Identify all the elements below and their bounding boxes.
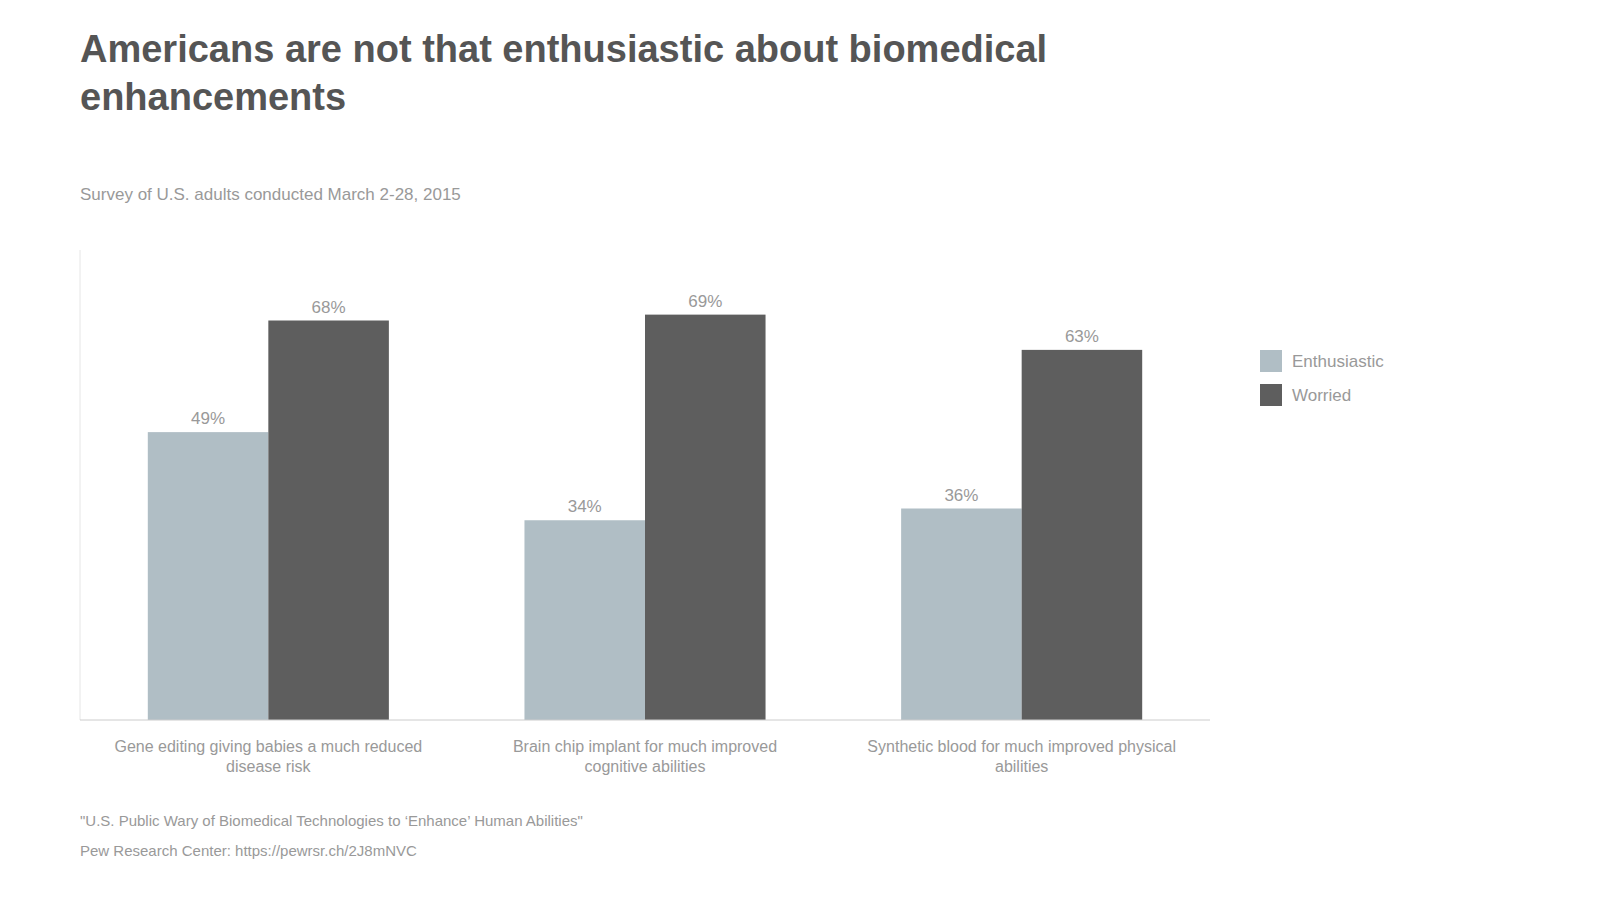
data-label: 34%	[568, 497, 602, 516]
bar	[268, 321, 389, 721]
subtitle: Survey of U.S. adults conducted March 2-…	[80, 185, 461, 204]
background	[0, 0, 1600, 900]
legend-label: Worried	[1292, 386, 1351, 405]
data-label: 68%	[312, 298, 346, 317]
text-line: Synthetic blood for much improved physic…	[867, 738, 1176, 755]
x-tick-label: Synthetic blood for much improved physic…	[867, 738, 1176, 775]
bar	[645, 315, 766, 720]
bar	[1022, 350, 1143, 720]
data-label: 49%	[191, 409, 225, 428]
legend-swatch	[1260, 384, 1282, 406]
text-line: cognitive abilities	[585, 758, 706, 775]
bar	[901, 509, 1022, 721]
x-tick-label: Gene editing giving babies a much reduce…	[114, 738, 422, 775]
legend: Enthusiastic Worried	[1260, 350, 1384, 406]
chart-svg: Americans are not that enthusiastic abou…	[0, 0, 1600, 900]
text-line: Brain chip implant for much improved	[513, 738, 777, 755]
data-label: 69%	[688, 292, 722, 311]
text-line: Gene editing giving babies a much reduce…	[114, 738, 422, 755]
footnote: Pew Research Center: https://pewrsr.ch/2…	[80, 842, 417, 859]
chart-container: Americans are not that enthusiastic abou…	[0, 0, 1600, 900]
text-line: disease risk	[226, 758, 311, 775]
x-tick-label: Brain chip implant for much improved cogn…	[513, 738, 777, 775]
text-line: Americans are not that enthusiastic abou…	[80, 28, 1047, 70]
baseline	[80, 720, 1210, 721]
data-label: 36%	[944, 486, 978, 505]
text-line: abilities	[995, 758, 1048, 775]
footnote: "U.S. Public Wary of Biomedical Technolo…	[80, 812, 583, 829]
legend-label: Enthusiastic	[1292, 352, 1384, 371]
title: Americans are not that enthusiastic abou…	[80, 28, 1047, 118]
data-label: 63%	[1065, 327, 1099, 346]
text-line: enhancements	[80, 76, 346, 118]
bar	[148, 432, 269, 720]
bar	[524, 520, 645, 720]
legend-swatch	[1260, 350, 1282, 372]
data-labels: 49% 34% 36% 68% 69% 63%	[191, 292, 1099, 517]
y-axis-line	[80, 250, 81, 720]
bars	[148, 315, 1142, 720]
